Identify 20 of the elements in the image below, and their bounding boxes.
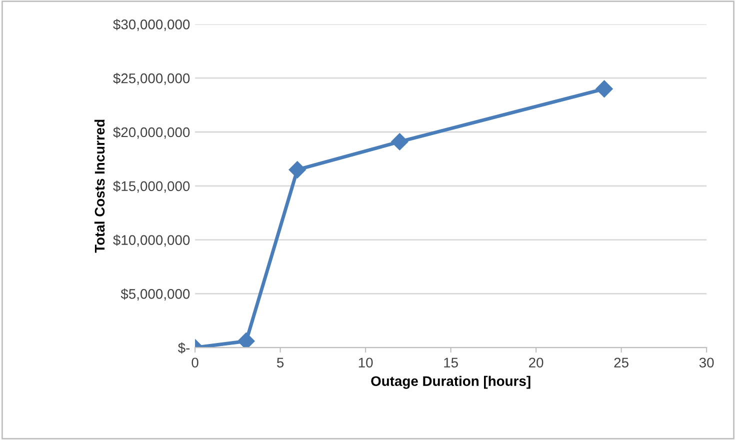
y-tick-label: $20,000,000 bbox=[113, 126, 190, 139]
y-tick-label: $10,000,000 bbox=[113, 234, 190, 247]
y-tick-label: $25,000,000 bbox=[113, 72, 190, 85]
x-tick-label: 25 bbox=[614, 358, 628, 368]
x-tick-label: 10 bbox=[358, 358, 373, 368]
point bbox=[238, 332, 255, 348]
point bbox=[596, 80, 613, 98]
y-tick-label: $5,000,000 bbox=[120, 288, 190, 301]
x-tick-label: 20 bbox=[529, 358, 544, 368]
y-tick-label: $15,000,000 bbox=[113, 180, 190, 193]
x-tick-label: 0 bbox=[192, 358, 198, 368]
y-axis-title: Total Costs Incurred bbox=[94, 120, 105, 253]
x-tick-label: 30 bbox=[699, 358, 714, 368]
y-tick-label: $- bbox=[178, 342, 190, 354]
y-tick-label: $30,000,000 bbox=[113, 18, 190, 32]
point bbox=[288, 161, 306, 178]
x-tick-label: 15 bbox=[444, 358, 458, 368]
point bbox=[391, 133, 408, 150]
x-tick-label: 5 bbox=[276, 358, 284, 368]
x-axis-title: Outage Duration [hours] bbox=[371, 376, 530, 389]
